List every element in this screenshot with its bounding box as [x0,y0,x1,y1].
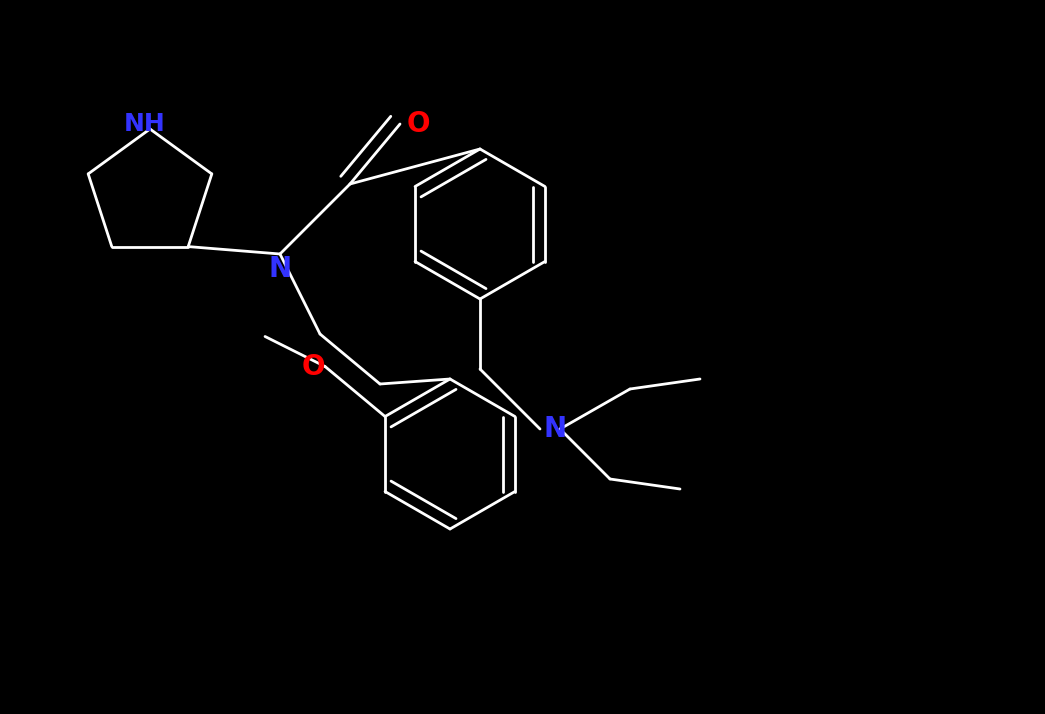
Text: N: N [269,255,292,283]
Text: N: N [543,415,566,443]
Text: NH: NH [124,112,166,136]
Text: O: O [301,353,325,381]
Text: O: O [407,110,429,138]
